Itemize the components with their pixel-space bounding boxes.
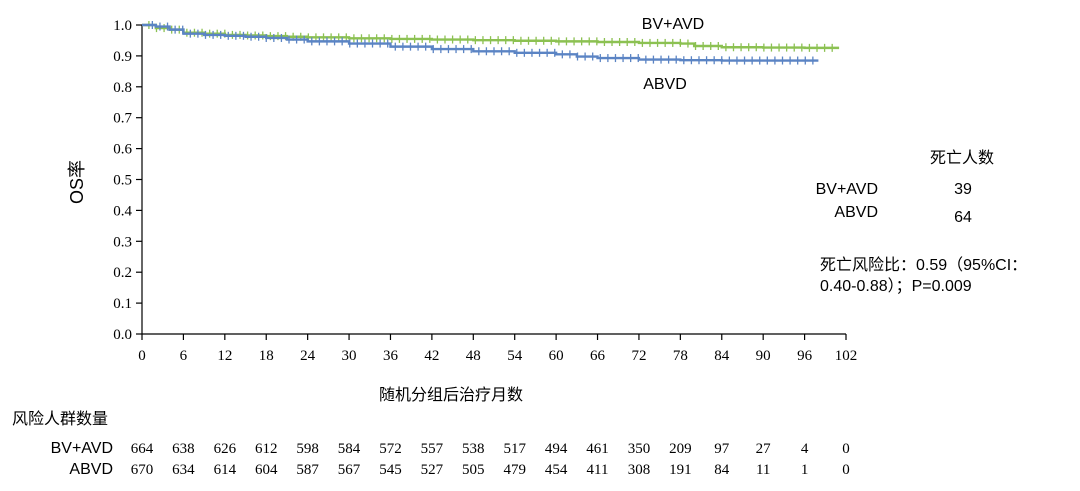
deaths-title: 死亡人数 <box>930 149 994 167</box>
risk-value: 11 <box>756 462 770 478</box>
deaths-row-value: 39 <box>954 181 972 198</box>
deaths-row-name: ABVD <box>834 204 878 221</box>
x-axis-label: 随机分组后治疗月数 <box>379 386 523 404</box>
risk-value: 584 <box>338 441 361 457</box>
y-tick-label: 0.9 <box>113 49 132 65</box>
x-tick-label: 0 <box>138 348 146 364</box>
risk-value: 598 <box>296 441 319 457</box>
risk-value: 538 <box>462 441 485 457</box>
hazard-ratio-line1: 死亡风险比：0.59（95%CI： <box>820 256 1027 274</box>
risk-value: 454 <box>545 462 568 478</box>
risk-value: 494 <box>545 441 568 457</box>
risk-value: 572 <box>379 441 402 457</box>
risk-value: 634 <box>172 462 195 478</box>
y-tick-label: 1.0 <box>113 18 132 34</box>
risk-value: 614 <box>214 462 237 478</box>
x-tick-label: 84 <box>714 348 730 364</box>
y-tick-label: 0.2 <box>113 265 132 281</box>
risk-value: 612 <box>255 441 278 457</box>
risk-value: 461 <box>586 441 609 457</box>
y-tick-label: 0.7 <box>113 111 132 127</box>
y-tick-label: 0.3 <box>113 234 132 250</box>
risk-value: 209 <box>669 441 692 457</box>
y-tick-label: 0.0 <box>113 327 132 343</box>
curve-label-bvavd: BV+AVD <box>642 16 704 33</box>
x-tick-label: 60 <box>549 348 564 364</box>
x-tick-label: 36 <box>383 348 399 364</box>
x-tick-label: 6 <box>180 348 188 364</box>
risk-value: 350 <box>628 441 651 457</box>
y-tick-label: 0.5 <box>113 173 132 189</box>
risk-table-title: 风险人群数量 <box>12 410 108 428</box>
x-tick-label: 102 <box>835 348 858 364</box>
risk-row-name: ABVD <box>69 461 113 478</box>
x-tick-label: 90 <box>756 348 771 364</box>
risk-value: 638 <box>172 441 195 457</box>
risk-value: 527 <box>421 462 444 478</box>
risk-value: 4 <box>801 441 809 457</box>
x-tick-label: 48 <box>466 348 481 364</box>
risk-value: 0 <box>842 441 850 457</box>
risk-value: 411 <box>587 462 609 478</box>
risk-table-values: 664 638 626 612 598 584 572 557 538 517 494 461 350 2… <box>131 441 850 478</box>
x-tick-label: 42 <box>424 348 439 364</box>
deaths-row-name: BV+AVD <box>816 181 878 198</box>
risk-value: 308 <box>628 462 651 478</box>
x-tick-label: 18 <box>259 348 274 364</box>
y-axis-label: OS率 <box>67 160 87 204</box>
x-tick-label: 96 <box>797 348 813 364</box>
risk-value: 545 <box>379 462 402 478</box>
risk-value: 0 <box>842 462 850 478</box>
y-tick-label: 0.4 <box>113 203 132 219</box>
risk-value: 567 <box>338 462 361 478</box>
risk-value: 1 <box>801 462 809 478</box>
hazard-ratio-line2: 0.40-0.88）；P=0.009 <box>820 277 972 295</box>
risk-value: 84 <box>714 462 730 478</box>
risk-value: 505 <box>462 462 485 478</box>
risk-value: 191 <box>669 462 692 478</box>
y-axis-ticks: 0.0 0.1 0.2 0.3 0.4 0.5 0.6 0.7 0.8 0.9 1.0 <box>113 18 142 343</box>
risk-row-name: BV+AVD <box>51 440 113 457</box>
y-tick-label: 0.1 <box>113 296 132 312</box>
x-tick-label: 72 <box>631 348 646 364</box>
x-tick-label: 30 <box>342 348 357 364</box>
risk-value: 670 <box>131 462 154 478</box>
x-tick-label: 66 <box>590 348 606 364</box>
risk-value: 587 <box>296 462 319 478</box>
x-tick-label: 54 <box>507 348 523 364</box>
risk-value: 604 <box>255 462 278 478</box>
survival-curves <box>142 21 840 65</box>
risk-value: 27 <box>756 441 772 457</box>
risk-value: 626 <box>214 441 237 457</box>
survival-curve-abvd <box>142 23 819 62</box>
x-tick-label: 78 <box>673 348 688 364</box>
risk-value: 517 <box>503 441 526 457</box>
curve-label-abvd: ABVD <box>643 76 687 93</box>
risk-value: 664 <box>131 441 154 457</box>
risk-value: 557 <box>421 441 444 457</box>
censor-marks-bvavd <box>148 21 833 52</box>
x-tick-label: 12 <box>217 348 232 364</box>
y-tick-label: 0.6 <box>113 142 132 158</box>
deaths-row-value: 64 <box>954 209 972 226</box>
risk-value: 97 <box>714 441 730 457</box>
censor-marks-abvd <box>151 21 814 65</box>
x-axis-ticks: 0 6 12 18 24 30 36 42 48 54 60 66 72 78 84 90 96 102 <box>138 334 857 364</box>
x-tick-label: 24 <box>300 348 316 364</box>
risk-value: 479 <box>503 462 526 478</box>
y-tick-label: 0.8 <box>113 80 132 96</box>
